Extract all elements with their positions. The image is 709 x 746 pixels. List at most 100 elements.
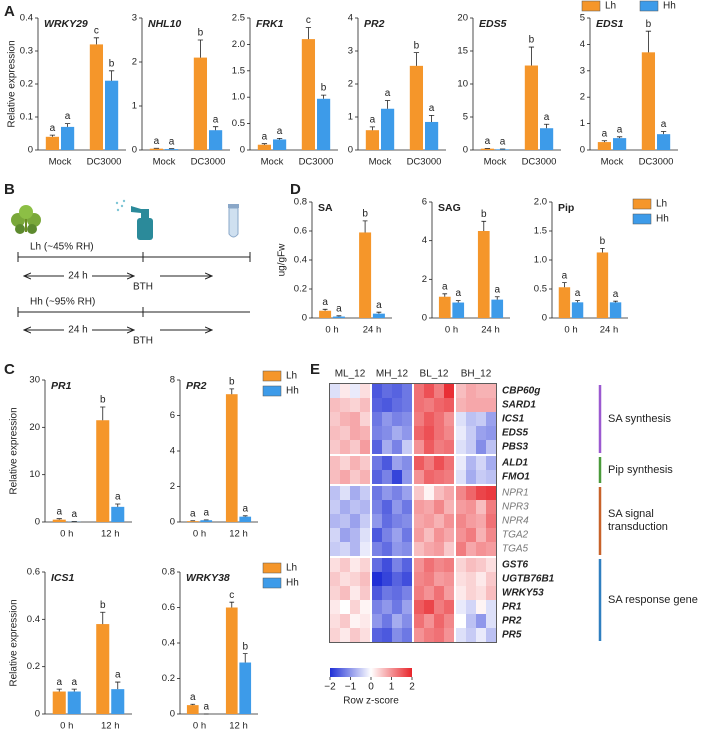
heatmap-cell bbox=[476, 384, 486, 398]
heatmap-cell bbox=[372, 412, 382, 426]
significance-letter: b bbox=[414, 40, 420, 51]
heatmap-cell bbox=[350, 542, 360, 556]
heatmap-cell bbox=[382, 558, 392, 572]
significance-letter: a bbox=[56, 677, 62, 688]
heatmap-cell bbox=[414, 542, 424, 556]
heatmap-cell bbox=[466, 572, 476, 586]
y-tick-label: 0.4 bbox=[20, 13, 33, 24]
heatmap-cell bbox=[414, 558, 424, 572]
heatmap-cell bbox=[414, 514, 424, 528]
y-tick-label: 0.2 bbox=[162, 673, 175, 684]
heatmap-cell bbox=[392, 456, 402, 470]
heatmap-cell bbox=[360, 628, 370, 642]
significance-letter: b bbox=[600, 236, 606, 247]
y-tick-label: 1 bbox=[580, 118, 585, 129]
x-tick-label: 0 h bbox=[193, 721, 206, 732]
heatmap-cell bbox=[330, 528, 340, 542]
heatmap-cell bbox=[360, 572, 370, 586]
heatmap-cell bbox=[382, 614, 392, 628]
heatmap-cell bbox=[466, 398, 476, 412]
heatmap-cell bbox=[486, 398, 496, 412]
y-tick-label: 10 bbox=[457, 79, 468, 90]
significance-letter: a bbox=[376, 300, 382, 311]
heatmap-cell bbox=[330, 628, 340, 642]
heatmap-cell bbox=[330, 600, 340, 614]
bar bbox=[477, 231, 490, 318]
heatmap-cell bbox=[402, 572, 412, 586]
error-bar bbox=[212, 126, 219, 131]
error-bar bbox=[71, 688, 77, 692]
x-tick-label: 24 h bbox=[481, 325, 500, 336]
significance-letter: a bbox=[370, 115, 376, 126]
bar bbox=[193, 57, 208, 150]
bar bbox=[597, 142, 612, 150]
error-bar bbox=[543, 123, 550, 129]
legend-swatch bbox=[262, 577, 282, 589]
significance-letter: c bbox=[229, 590, 234, 601]
heatmap-cell bbox=[476, 426, 486, 440]
bar bbox=[372, 313, 385, 318]
y-tick-label: 30 bbox=[29, 375, 40, 386]
significance-letter: c bbox=[306, 15, 311, 26]
heatmap-cell bbox=[402, 486, 412, 500]
significance-letter: a bbox=[242, 503, 248, 514]
x-tick-label: 0 h bbox=[60, 529, 73, 540]
heatmap-cell bbox=[340, 558, 350, 572]
y-tick-label: 2 bbox=[132, 57, 137, 68]
heatmap-cell bbox=[486, 456, 496, 470]
heatmap-cell bbox=[466, 614, 476, 628]
bar bbox=[257, 144, 272, 150]
row-label: TGA2 bbox=[502, 530, 529, 541]
row-label: ICS1 bbox=[502, 414, 525, 425]
heatmap-cell bbox=[476, 542, 486, 556]
y-tick-label: 10 bbox=[29, 469, 40, 480]
heatmap-cell bbox=[456, 514, 466, 528]
bar bbox=[301, 39, 316, 151]
x-tick-label: 12 h bbox=[229, 721, 248, 732]
heatmap-cell bbox=[414, 398, 424, 412]
y-tick-label: 20 bbox=[457, 13, 468, 24]
significance-letter: a bbox=[442, 281, 448, 292]
heatmap-cell bbox=[360, 528, 370, 542]
chart-title: FRK1 bbox=[256, 18, 284, 30]
heatmap-cell bbox=[444, 628, 454, 642]
legend-label: Lh bbox=[656, 199, 667, 210]
heatmap-cell bbox=[372, 470, 382, 484]
heatmap-cell bbox=[434, 426, 444, 440]
heatmap-cell bbox=[466, 514, 476, 528]
error-bar bbox=[56, 688, 62, 692]
error-bar bbox=[413, 52, 420, 66]
heatmap-cell bbox=[456, 542, 466, 556]
heatmap-cell bbox=[444, 412, 454, 426]
y-tick-label: 0.8 bbox=[294, 197, 307, 208]
bar bbox=[480, 148, 495, 150]
heatmap-cell bbox=[486, 412, 496, 426]
heatmap-cell bbox=[424, 542, 434, 556]
heatmap-cell bbox=[382, 440, 392, 454]
duration-label: 24 h bbox=[68, 325, 87, 336]
heatmap-cell bbox=[330, 470, 340, 484]
heatmap-cell bbox=[444, 586, 454, 600]
heatmap-cell bbox=[444, 514, 454, 528]
heatmap-cell bbox=[382, 486, 392, 500]
bar bbox=[239, 662, 252, 714]
heatmap-cell bbox=[444, 572, 454, 586]
error-bar bbox=[645, 30, 652, 53]
heatmap-cell bbox=[372, 486, 382, 500]
heatmap-cell bbox=[476, 614, 486, 628]
legend-swatch bbox=[632, 213, 652, 225]
error-bar bbox=[64, 123, 71, 127]
heatmap-cell bbox=[382, 470, 392, 484]
y-tick-label: 6 bbox=[422, 197, 427, 208]
heatmap-cell bbox=[350, 572, 360, 586]
y-tick-label: 0 bbox=[422, 313, 427, 324]
bar bbox=[52, 691, 66, 714]
bar bbox=[438, 296, 451, 318]
x-tick-label: DC3000 bbox=[639, 157, 674, 168]
heatmap-cell bbox=[372, 384, 382, 398]
row-group-label: Pip synthesis bbox=[608, 463, 673, 476]
heatmap-cell bbox=[486, 500, 496, 514]
schematic: Lh (~45% RH) 24 h BTH Hh (~95% RH) 24 h … bbox=[11, 199, 251, 347]
heatmap-cell bbox=[434, 398, 444, 412]
error-bar bbox=[428, 114, 435, 122]
